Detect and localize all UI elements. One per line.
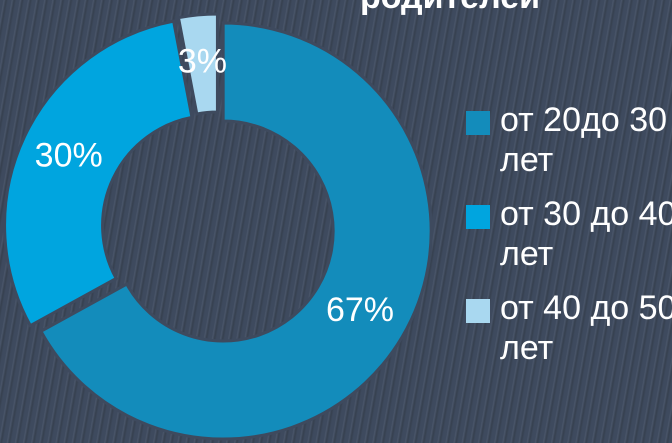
chart-title: родителей bbox=[300, 0, 600, 17]
legend-swatch bbox=[466, 205, 490, 229]
legend-swatch bbox=[466, 299, 490, 323]
legend-swatch bbox=[466, 111, 490, 135]
legend-label: от 30 до 40 лет bbox=[500, 195, 672, 273]
legend-item: от 30 до 40 лет bbox=[466, 194, 672, 274]
donut-segment bbox=[3, 19, 194, 328]
legend-item: от 20до 30 лет bbox=[466, 100, 672, 180]
legend-item: от 40 до 50 лет bbox=[466, 288, 672, 368]
data-label: 3% bbox=[178, 43, 227, 81]
legend-label: от 40 до 50 лет bbox=[500, 289, 672, 367]
data-label: 30% bbox=[35, 137, 103, 175]
donut-segment bbox=[38, 21, 433, 441]
legend: от 20до 30 лет от 30 до 40 лет от 40 до 50… bbox=[466, 100, 672, 382]
donut-segment bbox=[176, 12, 219, 116]
legend-label: от 20до 30 лет bbox=[500, 101, 668, 179]
data-label: 67% bbox=[326, 291, 394, 329]
